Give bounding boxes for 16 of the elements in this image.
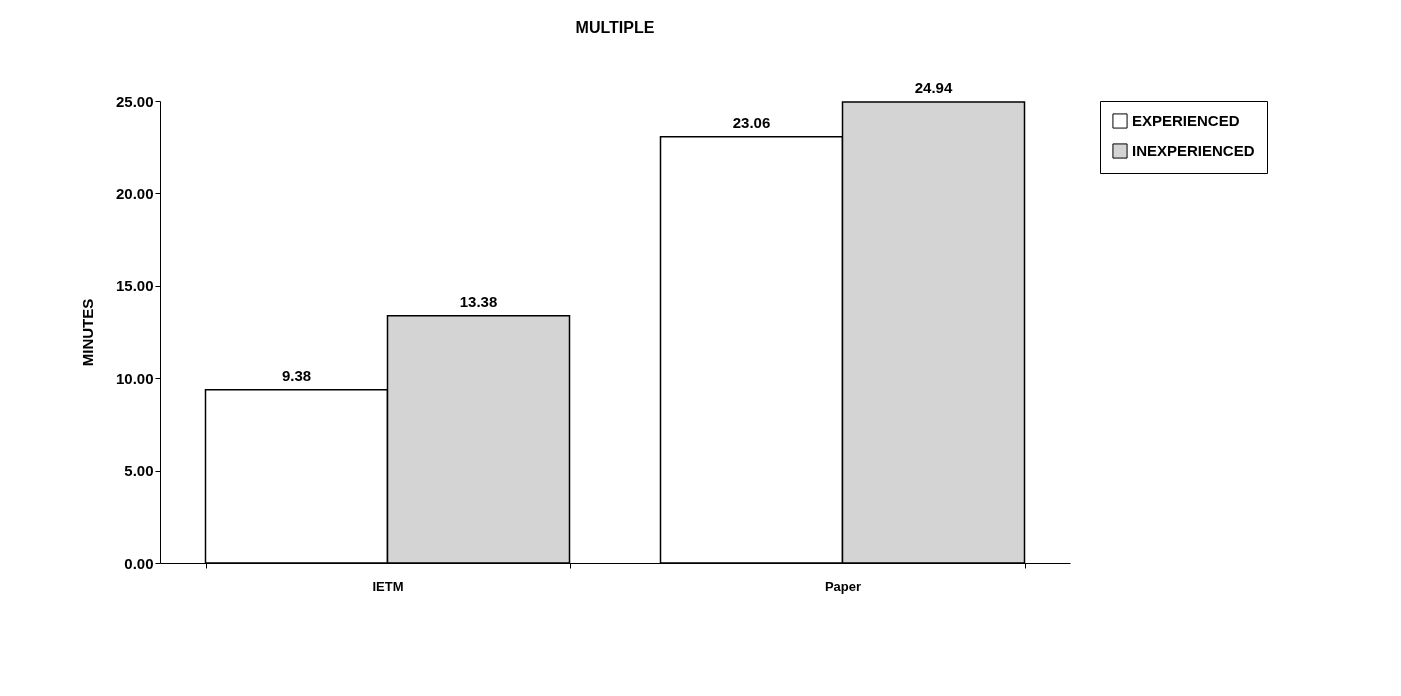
data-label: 13.38 (459, 292, 498, 310)
data-label: 24.94 (914, 79, 953, 97)
y-axis-title: MINUTES (78, 298, 96, 367)
data-label: 9.38 (281, 366, 312, 384)
y-tick-label: 10.00 (115, 369, 154, 387)
legend-label: EXPERIENCED (1132, 112, 1240, 129)
chart-title: MULTIPLE (575, 19, 655, 37)
x-tick-label: Paper (824, 578, 862, 594)
y-tick-label: 15.00 (115, 277, 154, 295)
legend-label: INEXPERIENCED (1132, 142, 1255, 159)
data-label: 23.06 (732, 113, 771, 131)
y-tick-label: 20.00 (115, 184, 154, 202)
y-tick-label: 25.00 (115, 92, 154, 110)
y-tick-label: 0.00 (124, 554, 154, 572)
y-tick-label: 5.00 (124, 462, 154, 480)
x-tick-label: IETM (372, 578, 404, 594)
